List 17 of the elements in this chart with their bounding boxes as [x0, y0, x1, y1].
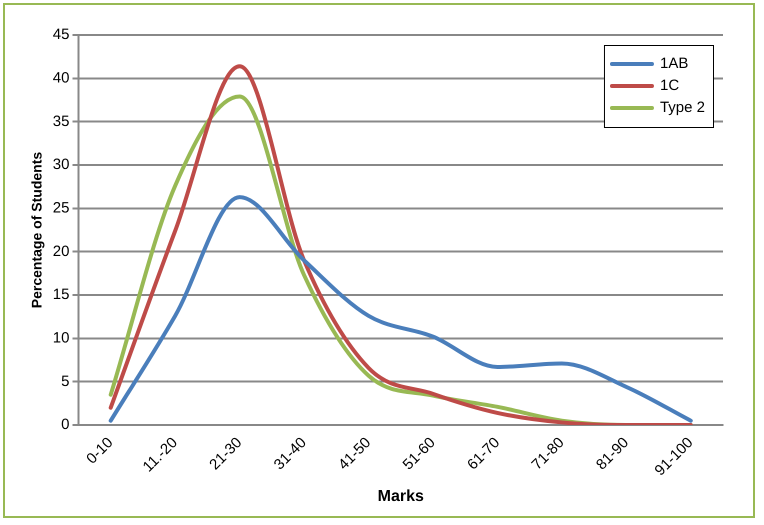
y-tick-label: 40	[52, 69, 70, 86]
y-tick-label: 25	[52, 199, 70, 216]
legend-label: Type 2	[660, 99, 705, 116]
y-tick-label: 10	[52, 330, 70, 347]
y-axis-title: Percentage of Students	[28, 152, 44, 308]
y-tick-label: 5	[61, 372, 70, 390]
x-tick-label: 0-10	[83, 434, 116, 468]
y-tick-label: 45	[52, 26, 70, 44]
y-tick-label: 20	[52, 242, 70, 260]
y-tick-label: 35	[52, 112, 70, 130]
y-tick-label: 15	[52, 286, 70, 304]
line-series	[108, 195, 693, 423]
y-tick-label: 30	[52, 156, 70, 174]
x-axis-title: Marks	[378, 488, 424, 505]
legend-label: 1C	[660, 77, 680, 94]
legend-label: 1AB	[660, 55, 688, 72]
y-tick-label: 0	[61, 416, 70, 434]
